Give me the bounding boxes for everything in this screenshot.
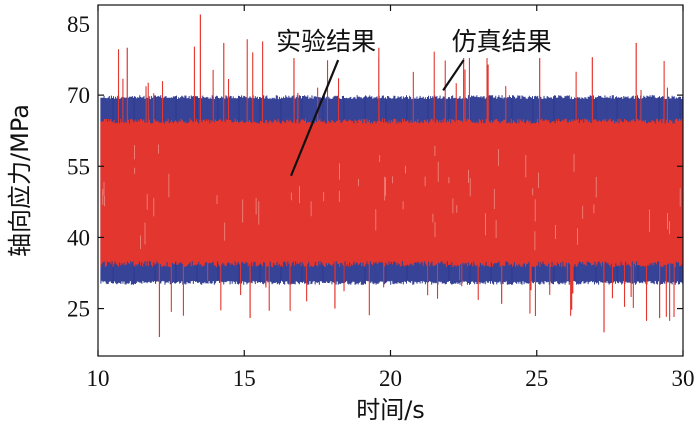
ticks-layer: 10 15 20 25 30 25 40 55 70 85: [67, 5, 695, 391]
annotation-leader: [442, 59, 465, 91]
annotation-leader: [290, 59, 340, 177]
annotation-experiment: 实验结果: [274, 26, 379, 177]
y-tick-label: 85: [67, 12, 90, 37]
series-line: [100, 39, 684, 321]
annotation-bg: [274, 26, 379, 59]
annotation-label: 实验结果: [276, 27, 376, 56]
y-axis-title: 轴向应力/MPa: [6, 104, 34, 257]
series-experiment: [100, 14, 684, 338]
series-layer: [100, 14, 684, 338]
x-axis-title: 时间/s: [356, 396, 425, 424]
annotations-layer: 实验结果 仿真结果: [274, 26, 554, 177]
x-tick-label: 10: [87, 366, 110, 391]
y-tick-label: 25: [67, 297, 90, 322]
x-tick-label: 20: [379, 366, 402, 391]
annotation-bg: [449, 26, 554, 59]
y-tick-label: 70: [67, 83, 90, 108]
annotation-simulation: 仿真结果: [442, 26, 554, 91]
x-tick-label: 25: [525, 366, 548, 391]
band-streaks: [102, 144, 684, 251]
y-tick-label: 55: [67, 154, 90, 179]
annotation-label: 仿真结果: [452, 27, 552, 56]
x-tick-label: 15: [233, 366, 256, 391]
y-tick-label: 40: [67, 225, 90, 250]
x-tick-label: 30: [672, 366, 695, 391]
